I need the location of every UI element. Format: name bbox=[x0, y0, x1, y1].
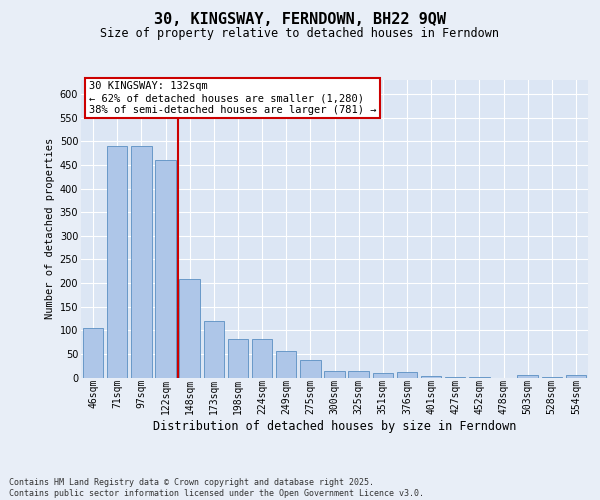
Bar bbox=[227, 339, 248, 378]
Bar bbox=[131, 146, 152, 378]
Bar bbox=[252, 339, 272, 378]
Bar bbox=[566, 375, 586, 378]
X-axis label: Distribution of detached houses by size in Ferndown: Distribution of detached houses by size … bbox=[153, 420, 516, 432]
Bar bbox=[397, 372, 417, 378]
Text: Contains HM Land Registry data © Crown copyright and database right 2025.
Contai: Contains HM Land Registry data © Crown c… bbox=[9, 478, 424, 498]
Y-axis label: Number of detached properties: Number of detached properties bbox=[46, 138, 55, 320]
Bar bbox=[542, 376, 562, 378]
Bar bbox=[83, 328, 103, 378]
Text: 30 KINGSWAY: 132sqm
← 62% of detached houses are smaller (1,280)
38% of semi-det: 30 KINGSWAY: 132sqm ← 62% of detached ho… bbox=[89, 82, 376, 114]
Bar bbox=[155, 160, 176, 378]
Bar bbox=[300, 360, 320, 378]
Bar bbox=[445, 376, 466, 378]
Text: Size of property relative to detached houses in Ferndown: Size of property relative to detached ho… bbox=[101, 28, 499, 40]
Bar bbox=[324, 371, 345, 378]
Bar bbox=[373, 373, 393, 378]
Bar bbox=[469, 376, 490, 378]
Bar bbox=[203, 321, 224, 378]
Bar bbox=[107, 146, 127, 378]
Bar bbox=[421, 376, 442, 378]
Bar bbox=[276, 350, 296, 378]
Bar bbox=[517, 375, 538, 378]
Text: 30, KINGSWAY, FERNDOWN, BH22 9QW: 30, KINGSWAY, FERNDOWN, BH22 9QW bbox=[154, 12, 446, 28]
Bar bbox=[179, 280, 200, 378]
Bar bbox=[349, 371, 369, 378]
